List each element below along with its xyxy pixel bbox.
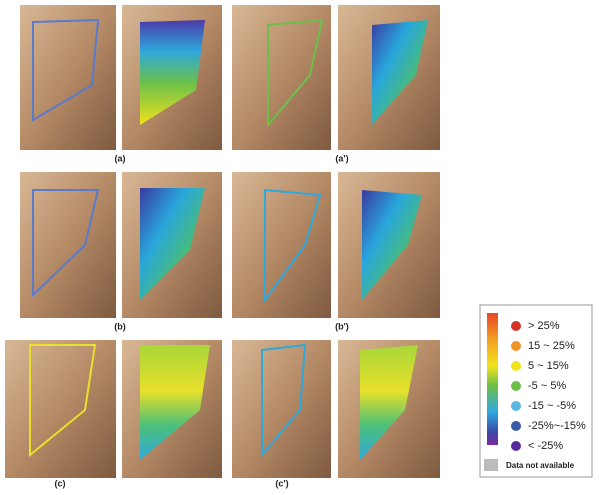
legend-dot bbox=[511, 401, 521, 411]
legend-label: 5 ~ 15% bbox=[528, 360, 569, 372]
legend-label: -5 ~ 5% bbox=[528, 380, 566, 392]
panel-label: (a') bbox=[335, 153, 348, 163]
photo bbox=[20, 172, 116, 318]
panel-label: (c) bbox=[55, 478, 66, 488]
legend-dot bbox=[511, 321, 521, 331]
na-swatch bbox=[484, 459, 498, 471]
photo bbox=[20, 5, 116, 150]
legend-dot bbox=[511, 421, 521, 431]
photo bbox=[232, 340, 331, 478]
color-bar bbox=[487, 313, 498, 445]
panel-label: (b) bbox=[114, 321, 126, 331]
legend-label: -25%~-15% bbox=[528, 420, 586, 432]
legend-dot bbox=[511, 361, 521, 371]
photo bbox=[232, 5, 331, 150]
legend-label: > 25% bbox=[528, 320, 560, 332]
legend-dot bbox=[511, 381, 521, 391]
panel-label: (a) bbox=[115, 153, 126, 163]
legend-label: -15 ~ -5% bbox=[528, 400, 576, 412]
legend: > 25% 15 ~ 25% 5 ~ 15% -5 ~ 5% -15 ~ -5%… bbox=[480, 305, 592, 477]
legend-dot bbox=[511, 341, 521, 351]
figure: (a) (a') (b) (b') (c) (c') > 25% 15 ~ 25… bbox=[0, 0, 599, 490]
legend-label: < -25% bbox=[528, 440, 563, 452]
legend-label: 15 ~ 25% bbox=[528, 340, 575, 352]
panel-label: (c') bbox=[275, 478, 288, 488]
photo bbox=[5, 340, 116, 478]
legend-dot bbox=[511, 441, 521, 451]
panel-label: (b') bbox=[335, 321, 349, 331]
na-label: Data not available bbox=[506, 461, 575, 470]
